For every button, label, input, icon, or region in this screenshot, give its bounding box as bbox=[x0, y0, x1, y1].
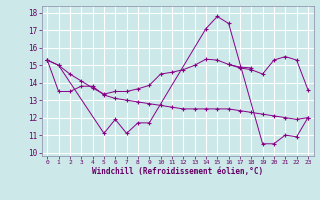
X-axis label: Windchill (Refroidissement éolien,°C): Windchill (Refroidissement éolien,°C) bbox=[92, 167, 263, 176]
